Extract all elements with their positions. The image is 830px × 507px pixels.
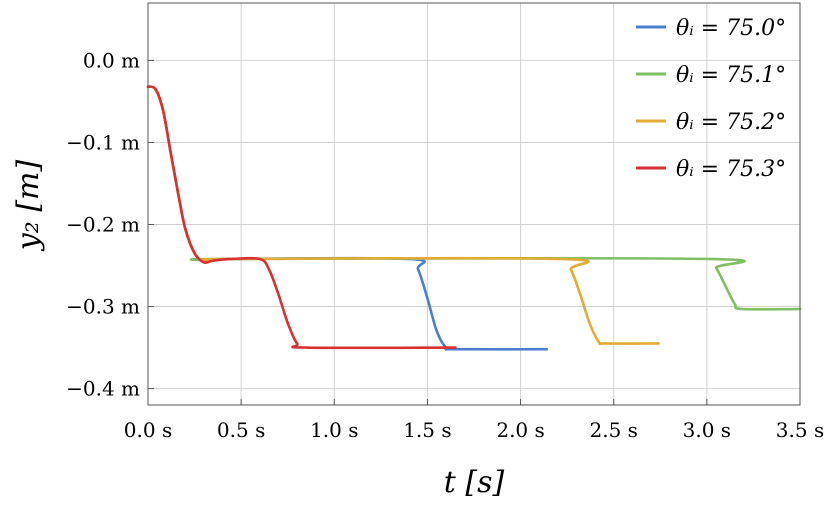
x-tick-label: 0.0 s [124,418,172,442]
y-tick-label: −0.1 m [66,130,140,154]
series-line-75-3 [146,85,457,350]
x-tick-label: 1.5 s [403,418,451,442]
y-tick-label: −0.3 m [66,295,140,319]
x-tick-label: 2.5 s [589,418,637,442]
y-tick-label: −0.4 m [66,377,140,401]
legend: θᵢ = 75.0° θᵢ = 75.1° θᵢ = 75.2° θᵢ = 75.3° [636,16,786,182]
y-tick-label: 0.0 m [83,48,140,72]
tick-labels: 0.0 s 0.5 s 1.0 s 1.5 s 2.0 s 2.5 s 3.0 s 3.5 s… [66,48,824,442]
x-tick-label: 2.0 s [496,418,544,442]
tick-marks [147,59,801,405]
legend-label: θᵢ = 75.0° [676,16,786,41]
y-tick-label: −0.2 m [66,213,140,237]
legend-label: θᵢ = 75.3° [676,157,786,182]
x-tick-label: 0.5 s [217,418,265,442]
x-axis-label: t [s] [444,465,505,500]
series-lines [146,85,802,351]
y-axis-label: y₂ [m] [11,160,46,253]
x-tick-label: 3.0 s [683,418,731,442]
x-tick-label: 1.0 s [310,418,358,442]
legend-label: θᵢ = 75.2° [676,110,786,135]
legend-label: θᵢ = 75.1° [676,63,786,88]
plot-frame [147,2,801,406]
x-tick-label: 3.5 s [776,418,824,442]
